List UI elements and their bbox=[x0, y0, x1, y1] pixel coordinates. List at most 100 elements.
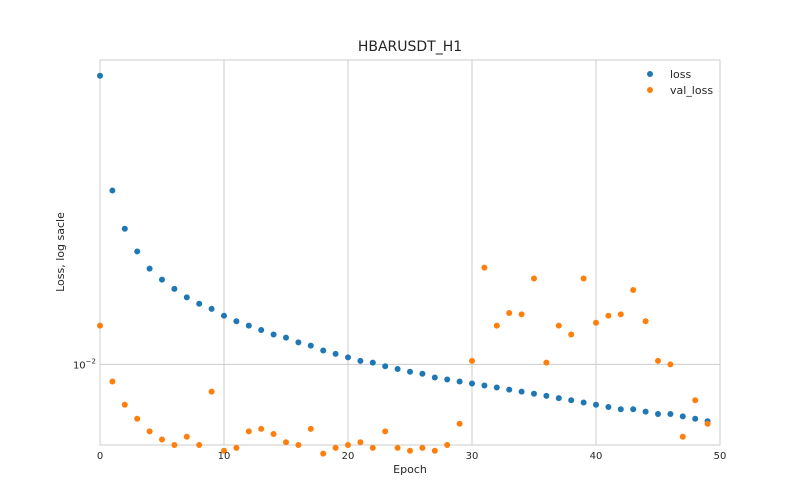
y-tick-label: 10−2 bbox=[73, 357, 96, 371]
point-loss bbox=[506, 386, 513, 393]
legend-label-loss: loss bbox=[670, 68, 692, 81]
point-val-loss bbox=[518, 311, 525, 318]
point-loss bbox=[679, 413, 686, 420]
point-loss bbox=[667, 410, 674, 417]
point-loss bbox=[258, 327, 265, 334]
point-val-loss bbox=[121, 401, 128, 408]
x-tick-label: 40 bbox=[590, 451, 603, 462]
point-loss bbox=[543, 392, 550, 399]
point-loss bbox=[283, 334, 289, 341]
point-loss bbox=[121, 225, 128, 232]
point-loss bbox=[692, 415, 699, 422]
point-val-loss bbox=[394, 444, 401, 451]
grid bbox=[100, 60, 720, 445]
point-loss bbox=[431, 374, 438, 381]
point-loss bbox=[531, 390, 537, 397]
point-loss bbox=[345, 354, 351, 361]
point-loss bbox=[407, 368, 413, 375]
point-loss bbox=[630, 406, 637, 413]
point-val-loss bbox=[630, 287, 637, 294]
point-val-loss bbox=[233, 444, 240, 451]
x-tick-label: 0 bbox=[97, 451, 103, 462]
point-loss bbox=[469, 380, 475, 387]
tick-labels: 0 10 20 30 40 50 10−2 bbox=[73, 357, 726, 462]
point-loss bbox=[394, 366, 401, 373]
point-val-loss bbox=[332, 444, 339, 451]
point-loss bbox=[357, 357, 364, 364]
point-val-loss bbox=[134, 415, 141, 422]
point-loss bbox=[245, 322, 252, 329]
point-loss bbox=[444, 376, 451, 383]
point-val-loss bbox=[208, 388, 215, 395]
point-loss bbox=[493, 384, 500, 391]
point-val-loss bbox=[183, 433, 190, 440]
point-val-loss bbox=[593, 319, 599, 326]
x-tick-label: 20 bbox=[342, 451, 355, 462]
point-loss bbox=[146, 265, 153, 272]
point-val-loss bbox=[97, 322, 103, 329]
point-val-loss bbox=[692, 397, 699, 404]
point-val-loss bbox=[568, 331, 575, 338]
point-val-loss bbox=[221, 447, 227, 454]
point-val-loss bbox=[171, 442, 178, 448]
point-loss bbox=[295, 339, 302, 346]
point-val-loss bbox=[345, 442, 351, 448]
point-loss bbox=[369, 359, 376, 366]
point-val-loss bbox=[667, 361, 674, 368]
point-loss bbox=[233, 318, 240, 325]
legend: loss val_loss bbox=[647, 68, 713, 97]
point-val-loss bbox=[357, 439, 364, 446]
x-axis-label: Epoch bbox=[393, 463, 427, 476]
point-val-loss bbox=[245, 428, 252, 435]
legend-marker-loss bbox=[647, 71, 653, 77]
point-val-loss bbox=[655, 357, 661, 364]
y-axis-label: Loss, log sacle bbox=[54, 212, 67, 292]
point-loss bbox=[332, 350, 339, 357]
point-loss bbox=[97, 72, 103, 79]
legend-marker-val-loss bbox=[647, 87, 653, 93]
point-loss bbox=[605, 403, 612, 410]
point-loss bbox=[456, 378, 463, 385]
chart-title: HBARUSDT_H1 bbox=[358, 39, 462, 55]
point-val-loss bbox=[456, 420, 463, 427]
point-val-loss bbox=[531, 275, 537, 282]
point-val-loss bbox=[431, 447, 438, 454]
point-loss bbox=[183, 294, 190, 301]
point-val-loss bbox=[679, 433, 686, 440]
point-loss bbox=[382, 363, 389, 370]
plot-frame bbox=[99, 59, 721, 446]
point-val-loss bbox=[382, 428, 389, 435]
point-loss bbox=[655, 410, 661, 417]
point-loss bbox=[593, 401, 599, 408]
point-val-loss bbox=[580, 275, 587, 282]
point-loss bbox=[221, 312, 227, 319]
point-loss bbox=[555, 395, 562, 402]
point-val-loss bbox=[444, 442, 451, 448]
point-loss bbox=[270, 331, 277, 338]
point-val-loss bbox=[258, 425, 265, 432]
point-loss bbox=[617, 406, 624, 413]
point-val-loss bbox=[493, 322, 500, 329]
point-loss bbox=[568, 397, 575, 404]
point-val-loss bbox=[196, 442, 203, 448]
point-val-loss bbox=[481, 264, 488, 271]
point-val-loss bbox=[283, 439, 289, 446]
point-val-loss bbox=[605, 312, 612, 319]
point-val-loss bbox=[419, 444, 426, 451]
point-val-loss bbox=[270, 431, 277, 438]
legend-label-val-loss: val_loss bbox=[670, 84, 713, 97]
point-val-loss bbox=[159, 436, 165, 443]
point-val-loss bbox=[506, 309, 513, 316]
data-points bbox=[97, 72, 711, 457]
point-val-loss bbox=[109, 378, 116, 385]
point-loss bbox=[109, 187, 116, 194]
point-val-loss bbox=[543, 359, 550, 366]
point-loss bbox=[196, 300, 203, 307]
x-tick-label: 50 bbox=[714, 451, 727, 462]
point-loss bbox=[307, 342, 314, 349]
x-tick-label: 30 bbox=[466, 451, 479, 462]
x-tick-label: 10 bbox=[218, 451, 231, 462]
point-val-loss bbox=[407, 447, 413, 454]
